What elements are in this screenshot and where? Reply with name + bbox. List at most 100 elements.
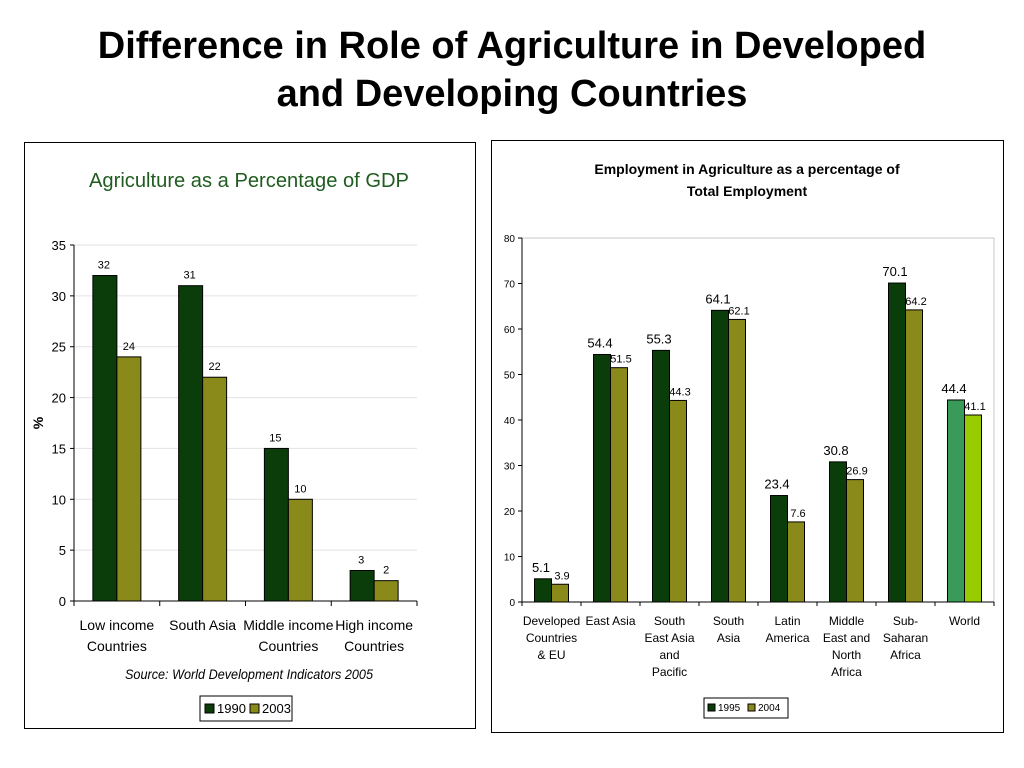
category-label-line: High income [335,617,413,633]
data-label: 7.6 [790,508,805,520]
data-label: 3.9 [554,570,569,582]
bar-2003 [202,376,228,602]
legend-swatch-2004 [747,703,756,712]
category-label: Middle East and North Africa [823,614,870,679]
y-tick-label: 80 [504,234,516,245]
category-label-line: North [832,648,861,662]
category-label: Sub- Saharan Africa [883,614,928,662]
data-label: 44.3 [669,386,690,398]
category-label-line: Pacific [652,665,687,679]
category-label-line: Middle income [243,617,333,633]
category-label-line: Asia [717,631,741,645]
category-label: Latin America [765,614,809,645]
gdp-chart: Agriculture as a Percentage of GDP 0 5 10 15… [30,170,418,722]
data-label: 3 [358,554,364,566]
bar-2004 [610,367,628,603]
y-tick-label: 20 [504,507,516,518]
category-label-line: Africa [831,665,862,679]
y-tick-label: 70 [504,280,516,291]
y-tick-label: 10 [52,492,66,507]
bar-1995 [652,349,670,603]
bar-1995 [947,399,965,603]
bar-1995 [593,353,611,603]
category-label-line: Latin [774,614,800,628]
category-label-line: South Asia [169,617,236,633]
data-label: 5.1 [532,560,550,575]
bar-2004 [905,309,923,603]
data-label: 55.3 [646,331,671,346]
data-label: 15 [269,432,281,444]
chart-title-line-2: Total Employment [687,183,808,199]
category-label-line: Developed [523,614,580,628]
legend-label-2003: 2003 [262,701,291,716]
category-label: South East Asia and Pacific [644,614,694,679]
legend: 1990 2003 [199,695,293,722]
data-label: 70.1 [882,264,907,279]
bar-2004 [846,479,864,603]
legend-swatch-1995 [707,703,716,712]
chart-title-line-1: Employment in Agriculture as a percentag… [594,161,900,177]
data-label: 51.5 [610,354,631,366]
category-label-line: & EU [537,648,565,662]
data-label: 10 [294,483,306,495]
data-label: 31 [184,270,196,282]
legend-label-1995: 1995 [718,703,741,714]
bar-2004 [728,318,746,603]
data-label: 41.1 [964,401,985,413]
y-tick-label: 15 [52,441,66,456]
category-label: High income Countries [335,617,413,654]
slide-title-line-2: and Developing Countries [276,73,748,115]
bar-2003 [373,580,399,602]
y-tick-label: 60 [504,325,516,336]
y-tick-label: 0 [59,594,66,609]
legend-box [199,695,293,722]
category-label-line: East and [823,631,870,645]
category-label: Middle income Countries [243,617,333,654]
gdp-chart-panel: Agriculture as a Percentage of GDP 0 5 10 15… [24,142,476,729]
bar-1990 [349,569,375,602]
category-label-line: South [654,614,685,628]
bar-1995 [829,461,847,603]
bar-2003 [116,356,142,602]
bar-1990 [92,275,118,602]
category-label-line: Countries [526,631,577,645]
y-tick-label: 25 [52,340,66,355]
data-label: 54.4 [587,335,612,350]
category-label: World [949,614,980,628]
category-label: South Asia [169,617,236,633]
category-label-line: Countries [87,638,147,654]
data-label: 2 [383,565,389,577]
data-label: 24 [123,341,135,353]
y-tick-label: 10 [504,553,516,564]
bar-1995 [770,495,788,603]
slide-title-line-1: Difference in Role of Agriculture in Dev… [97,25,927,67]
y-tick-label: 5 [59,543,66,558]
y-tick-label: 50 [504,371,516,382]
bar-1995 [534,578,552,603]
data-label: 44.4 [941,381,966,396]
employment-chart: Employment in Agriculture as a percentag… [504,161,995,719]
category-label-line: Countries [344,638,404,654]
slide-title: Difference in Role of Agriculture in Dev… [0,22,1024,118]
category-label-line: East Asia [644,631,694,645]
legend-label-2004: 2004 [758,703,781,714]
category-label-line: Low income [80,617,155,633]
plot-area [521,237,995,603]
legend-label-1990: 1990 [217,701,246,716]
data-label: 26.9 [846,466,867,478]
data-label: 22 [209,361,221,373]
category-label-line: Countries [258,638,318,654]
category-label-line: America [765,631,809,645]
employment-chart-panel: Employment in Agriculture as a percentag… [491,140,1004,733]
data-label: 30.8 [823,443,848,458]
y-axis-label: % [30,416,46,429]
category-label: East Asia [585,614,635,628]
bar-2004 [964,414,982,603]
source-note: Source: World Development Indicators 200… [125,666,373,682]
bar-1990 [178,285,204,602]
data-label: 32 [98,260,110,272]
data-label: 64.1 [705,291,730,306]
bar-2004 [551,583,569,603]
category-label: Developed Countries & EU [523,614,580,662]
chart-title: Agriculture as a Percentage of GDP [89,170,409,192]
